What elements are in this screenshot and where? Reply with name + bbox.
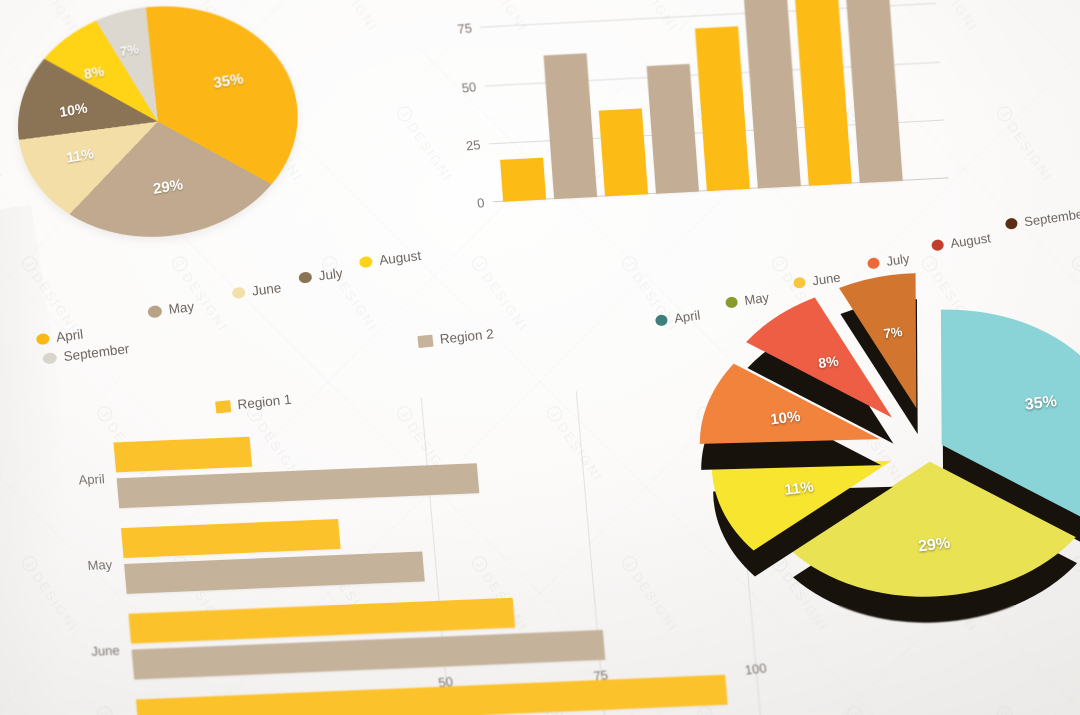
y-axis-tick-label: May — [86, 557, 113, 573]
legend-swatch-dot-icon — [358, 255, 374, 269]
legend-swatch-square-icon — [417, 334, 434, 348]
legend-label: July — [317, 265, 344, 284]
bar-plot-area: 1007550250AprilMayJuneJuly — [456, 0, 949, 211]
bar-chart-top-right: 1007550250AprilMayJuneJuly — [398, 0, 949, 248]
pie-slice — [791, 461, 1076, 597]
y-axis-tick-label: 50 — [460, 78, 477, 96]
legend-swatch-dot-icon — [298, 271, 313, 284]
legend-swatch-dot-icon — [1004, 217, 1019, 230]
legend-swatch-dot-icon — [792, 276, 807, 290]
legend-label: April — [55, 326, 84, 345]
legend-label: May — [167, 298, 195, 317]
legend-label: August — [949, 230, 992, 251]
pie-chart-bottom-right-3d: 35% 29% 11% 10% 8% 7% — [699, 273, 1080, 639]
legend-item-june[interactable]: June — [792, 269, 842, 291]
legend-swatch-dot-icon — [724, 296, 739, 309]
bar — [500, 157, 547, 202]
pie-slice-label: 29% — [916, 534, 951, 556]
gridline — [420, 397, 455, 715]
bar — [120, 519, 341, 559]
legend-label: September — [1023, 205, 1080, 230]
hbar-plot-area: 5075100AprilMayJuneJuly — [78, 384, 775, 715]
pie-slice — [940, 309, 1080, 521]
legend-label: June — [251, 280, 283, 299]
legend-label: May — [743, 289, 770, 309]
legend-item-april[interactable]: April — [35, 326, 84, 348]
bar — [113, 436, 253, 473]
legend-item-july[interactable]: July — [298, 265, 344, 286]
pie-disc — [14, 0, 302, 246]
legend-swatch-dot-icon — [654, 314, 669, 327]
bar — [543, 52, 598, 200]
legend-item-june[interactable]: June — [231, 280, 282, 301]
y-axis-tick-label: April — [77, 471, 106, 488]
y-axis-tick-label: 25 — [464, 136, 481, 154]
legend-swatch-dot-icon — [42, 352, 58, 365]
legend-item-region-2[interactable]: Region 2 — [417, 326, 494, 349]
bar — [135, 674, 728, 715]
legend-swatch-dot-icon — [930, 238, 945, 252]
bar — [598, 108, 649, 197]
legend-swatch-dot-icon — [866, 256, 881, 270]
legend-swatch-dot-icon — [147, 304, 163, 318]
pie-chart-top-left: 35% 29% 11% 10% 8% 7% — [14, 0, 322, 255]
legend-label: April — [673, 307, 702, 326]
bar — [845, 0, 903, 184]
bar — [124, 551, 425, 594]
legend-item-july[interactable]: July — [866, 250, 911, 272]
legend-item-august[interactable]: August — [930, 230, 992, 253]
legend-item-september[interactable]: September — [1004, 206, 1080, 232]
legend-swatch-dot-icon — [231, 286, 246, 300]
bar — [646, 63, 699, 194]
pie-slice — [746, 297, 893, 418]
pie-slice-label: 8% — [817, 352, 840, 372]
pie-slice — [699, 363, 880, 444]
pie-slice-label: 8% — [83, 62, 106, 82]
legend-label: July — [885, 250, 911, 269]
pie-slice-label: 7% — [882, 323, 904, 341]
legend-swatch-square-icon — [215, 399, 232, 414]
x-axis-tick-label: 100 — [743, 660, 768, 678]
exploded-pie-svg — [699, 273, 1080, 623]
legend-swatch-dot-icon — [35, 332, 50, 346]
legend-item-april[interactable]: April — [654, 307, 701, 328]
y-axis-tick-label: June — [90, 642, 121, 659]
legend-label: Region 2 — [439, 326, 495, 347]
pie-slice — [711, 460, 892, 551]
legend-label: June — [811, 269, 842, 289]
bar — [695, 26, 750, 192]
legend-item-may[interactable]: May — [147, 299, 195, 320]
pie-slice — [839, 273, 917, 409]
y-axis-tick-label: 0 — [476, 195, 486, 211]
hbar-chart-bottom-left: 5075100AprilMayJuneJuly — [46, 384, 775, 715]
y-axis-tick-label: 75 — [456, 20, 473, 38]
bar — [790, 0, 852, 186]
bar — [742, 0, 801, 189]
pie-slice-label: 11% — [783, 478, 815, 499]
